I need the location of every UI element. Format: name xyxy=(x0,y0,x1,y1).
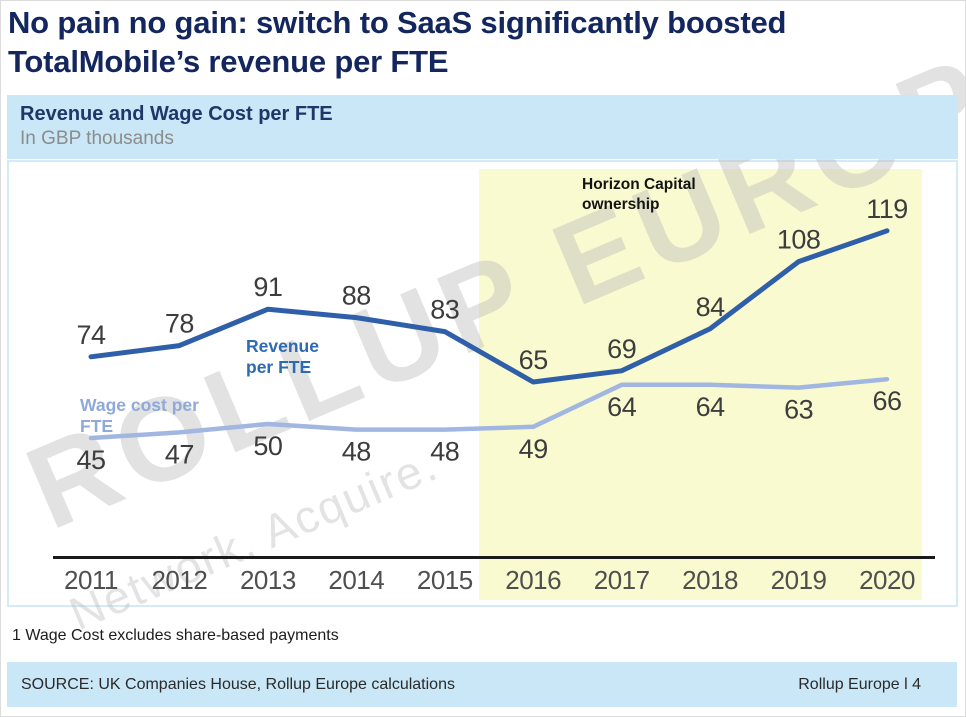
highlight-region-label: Horizon Capital ownership xyxy=(582,176,696,213)
value-label: 48 xyxy=(430,437,459,467)
chart-panel: 74 78 91 88 83 65 69 84 108 119 45 47 50 48 48 49 64 64 63… xyxy=(7,160,958,607)
year-label: 2014 xyxy=(328,565,384,595)
footnote: 1 Wage Cost excludes share-based payment… xyxy=(12,627,339,644)
value-label: 88 xyxy=(342,281,371,311)
value-label: 47 xyxy=(165,439,194,469)
value-label: 91 xyxy=(253,272,282,302)
footer-page-number: Rollup Europe l 4 xyxy=(798,675,921,693)
slide-title: No pain no gain: switch to SaaS signific… xyxy=(8,5,787,79)
value-label: 83 xyxy=(430,295,459,325)
chart-title: Revenue and Wage Cost per FTE xyxy=(20,103,333,125)
value-label: 78 xyxy=(165,309,194,339)
chart-header-bar: Revenue and Wage Cost per FTE In GBP tho… xyxy=(7,95,958,159)
value-label: 50 xyxy=(253,431,282,461)
year-label: 2011 xyxy=(64,565,118,595)
value-label: 48 xyxy=(342,437,371,467)
value-label: 45 xyxy=(76,445,105,475)
revenue-series-label: Revenue per FTE xyxy=(246,336,319,377)
footer-source: SOURCE: UK Companies House, Rollup Europ… xyxy=(21,675,455,693)
year-label: 2012 xyxy=(151,565,207,595)
chart-units-subtitle: In GBP thousands xyxy=(20,128,174,149)
year-label: 2013 xyxy=(240,565,296,595)
highlight-region-horizon-ownership xyxy=(479,169,922,600)
footer-bar: SOURCE: UK Companies House, Rollup Europ… xyxy=(7,662,957,707)
year-label: 2015 xyxy=(417,565,473,595)
value-label: 74 xyxy=(76,320,106,350)
wage-series-label: Wage cost per FTE xyxy=(80,395,199,436)
